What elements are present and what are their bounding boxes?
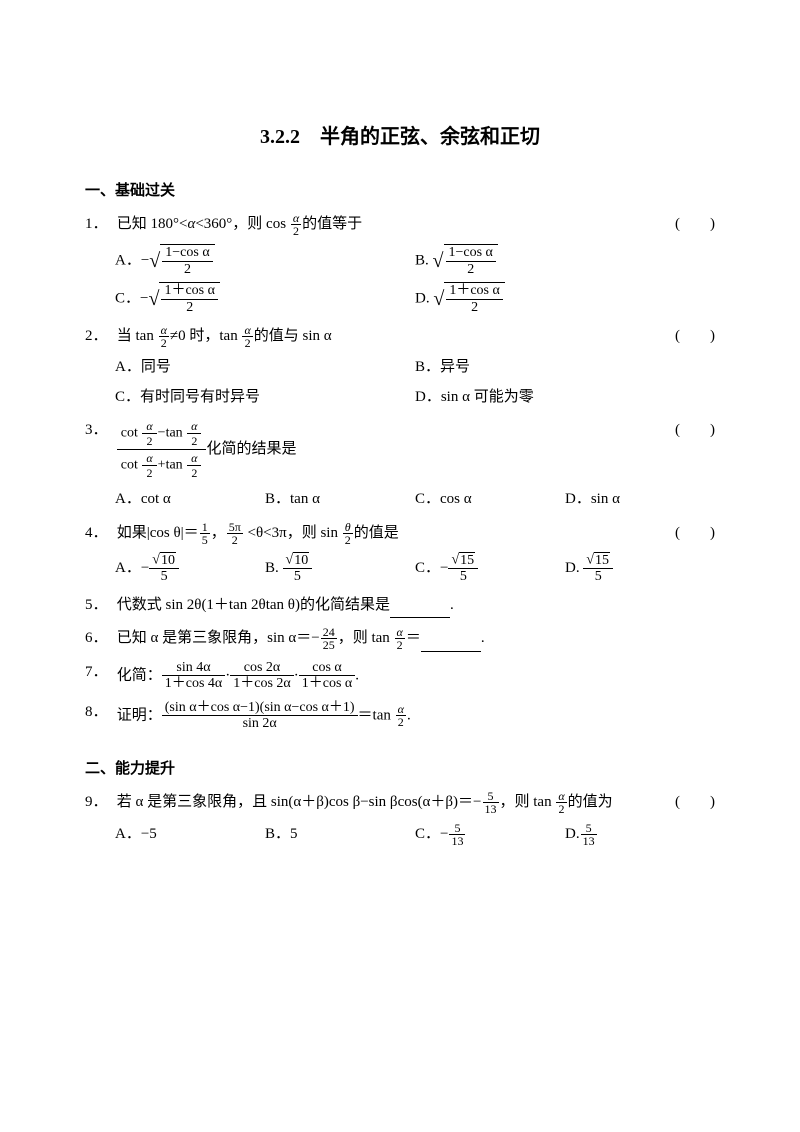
problem-6: 6． 已知 α 是第三象限角，sin α＝−2425，则 tan α2＝. (85, 626, 715, 652)
q9-opt-a: A．−5 (115, 822, 265, 848)
q2-opt-b: B．异号 (415, 355, 715, 381)
q1-opt-c: C．−√1＋cos α2 (115, 282, 415, 316)
q1-num: 1． (85, 212, 113, 238)
section-1-header: 一、基础过关 (85, 179, 715, 200)
problem-1: 1． 已知 180°<α<360°，则 cos α2的值等于 ( ) A．−√1… (85, 212, 715, 316)
q4-opt-d: D. √155 (565, 552, 715, 585)
q4-paren: ( ) (665, 521, 715, 547)
page-title: 3.2.2 半角的正弦、余弦和正切 (85, 120, 715, 149)
q9-body: 若 α 是第三象限角，且 sin(α＋β)cos β−sin βcos(α＋β)… (117, 790, 677, 816)
q2-body: 当 tan α2≠0 时，tan α2的值与 sin α (117, 324, 677, 350)
section-2-header: 二、能力提升 (85, 757, 715, 778)
q4-num: 4． (85, 521, 113, 547)
q2-opt-d: D．sin α 可能为零 (415, 385, 715, 411)
q1-opt-b: B. √1−cos α2 (415, 244, 715, 278)
q1-opt-a: A．−√1−cos α2 (115, 244, 415, 278)
q4-opt-c: C．−√155 (415, 552, 565, 585)
q1-body: 已知 180°<α<360°，则 cos α2的值等于 (117, 212, 677, 238)
q3-paren: ( ) (665, 418, 715, 444)
q3-opt-d: D．sin α (565, 487, 715, 513)
q6-body: 已知 α 是第三象限角，sin α＝−2425，则 tan α2＝. (117, 626, 697, 652)
q4-opt-a: A．−√105 (115, 552, 265, 585)
q9-num: 9． (85, 790, 113, 816)
q9-opt-b: B．5 (265, 822, 415, 848)
q3-body: cot α2−tan α2 cot α2+tan α2 化简的结果是 (117, 418, 677, 481)
q4-body: 如果|cos θ|＝15，5π2 <θ<3π，则 sin θ2的值是 (117, 521, 677, 547)
problem-4: 4． 如果|cos θ|＝15，5π2 <θ<3π，则 sin θ2的值是 ( … (85, 521, 715, 585)
q5-num: 5． (85, 593, 113, 619)
q8-num: 8． (85, 700, 113, 726)
q3-opt-b: B．tan α (265, 487, 415, 513)
problem-2: 2． 当 tan α2≠0 时，tan α2的值与 sin α ( ) A．同号… (85, 324, 715, 411)
q6-num: 6． (85, 626, 113, 652)
q4-opt-b: B. √105 (265, 552, 415, 585)
q7-body: 化简：sin 4α1＋cos 4α·cos 2α1＋cos 2α·cos α1＋… (117, 660, 697, 692)
q5-body: 代数式 sin 2θ(1＋tan 2θtan θ)的化简结果是. (117, 593, 697, 619)
q3-opt-c: C．cos α (415, 487, 565, 513)
problem-9: 9． 若 α 是第三象限角，且 sin(α＋β)cos β−sin βcos(α… (85, 790, 715, 847)
q1-opt-d: D. √1＋cos α2 (415, 282, 715, 316)
problem-5: 5． 代数式 sin 2θ(1＋tan 2θtan θ)的化简结果是. (85, 593, 715, 619)
q9-opt-c: C．−513 (415, 822, 565, 848)
problem-8: 8． 证明：(sin α＋cos α−1)(sin α−cos α＋1)sin … (85, 700, 715, 732)
q2-num: 2． (85, 324, 113, 350)
q3-num: 3． (85, 418, 113, 444)
q1-paren: ( ) (665, 212, 715, 238)
q2-opt-c: C．有时同号有时异号 (115, 385, 415, 411)
problem-3: 3． cot α2−tan α2 cot α2+tan α2 化简的结果是 ( … (85, 418, 715, 513)
problem-7: 7． 化简：sin 4α1＋cos 4α·cos 2α1＋cos 2α·cos … (85, 660, 715, 692)
q9-opt-d: D.513 (565, 822, 715, 848)
q9-paren: ( ) (665, 790, 715, 816)
q2-opt-a: A．同号 (115, 355, 415, 381)
q7-num: 7． (85, 660, 113, 686)
q8-body: 证明：(sin α＋cos α−1)(sin α−cos α＋1)sin 2α＝… (117, 700, 697, 732)
q2-paren: ( ) (665, 324, 715, 350)
q3-opt-a: A．cot α (115, 487, 265, 513)
blank (421, 638, 481, 652)
blank (390, 604, 450, 618)
